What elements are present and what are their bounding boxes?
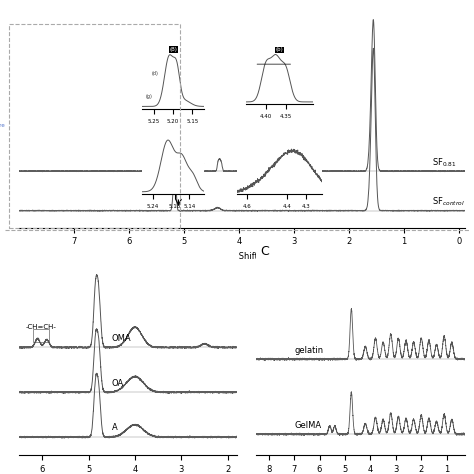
Text: (b): (b) [276, 47, 283, 52]
Text: OMA: OMA [112, 334, 131, 343]
Text: (B): (B) [169, 47, 177, 52]
Text: PLLA structure: PLLA structure [0, 123, 5, 128]
Text: (d): (d) [151, 71, 158, 76]
Text: -CH=CH-: -CH=CH- [26, 325, 57, 330]
Text: (g): (g) [145, 94, 152, 99]
FancyBboxPatch shape [33, 329, 49, 342]
Text: gelatin: gelatin [294, 346, 323, 355]
X-axis label: Chemical Shift (ppm): Chemical Shift (ppm) [197, 252, 286, 261]
Text: SF$_{0.81}$: SF$_{0.81}$ [431, 156, 456, 169]
Text: C: C [260, 245, 269, 258]
Text: SF$_{control}$: SF$_{control}$ [431, 196, 464, 209]
Text: GelMA: GelMA [294, 421, 321, 430]
Text: A: A [112, 423, 118, 432]
Text: OA: OA [112, 379, 124, 388]
